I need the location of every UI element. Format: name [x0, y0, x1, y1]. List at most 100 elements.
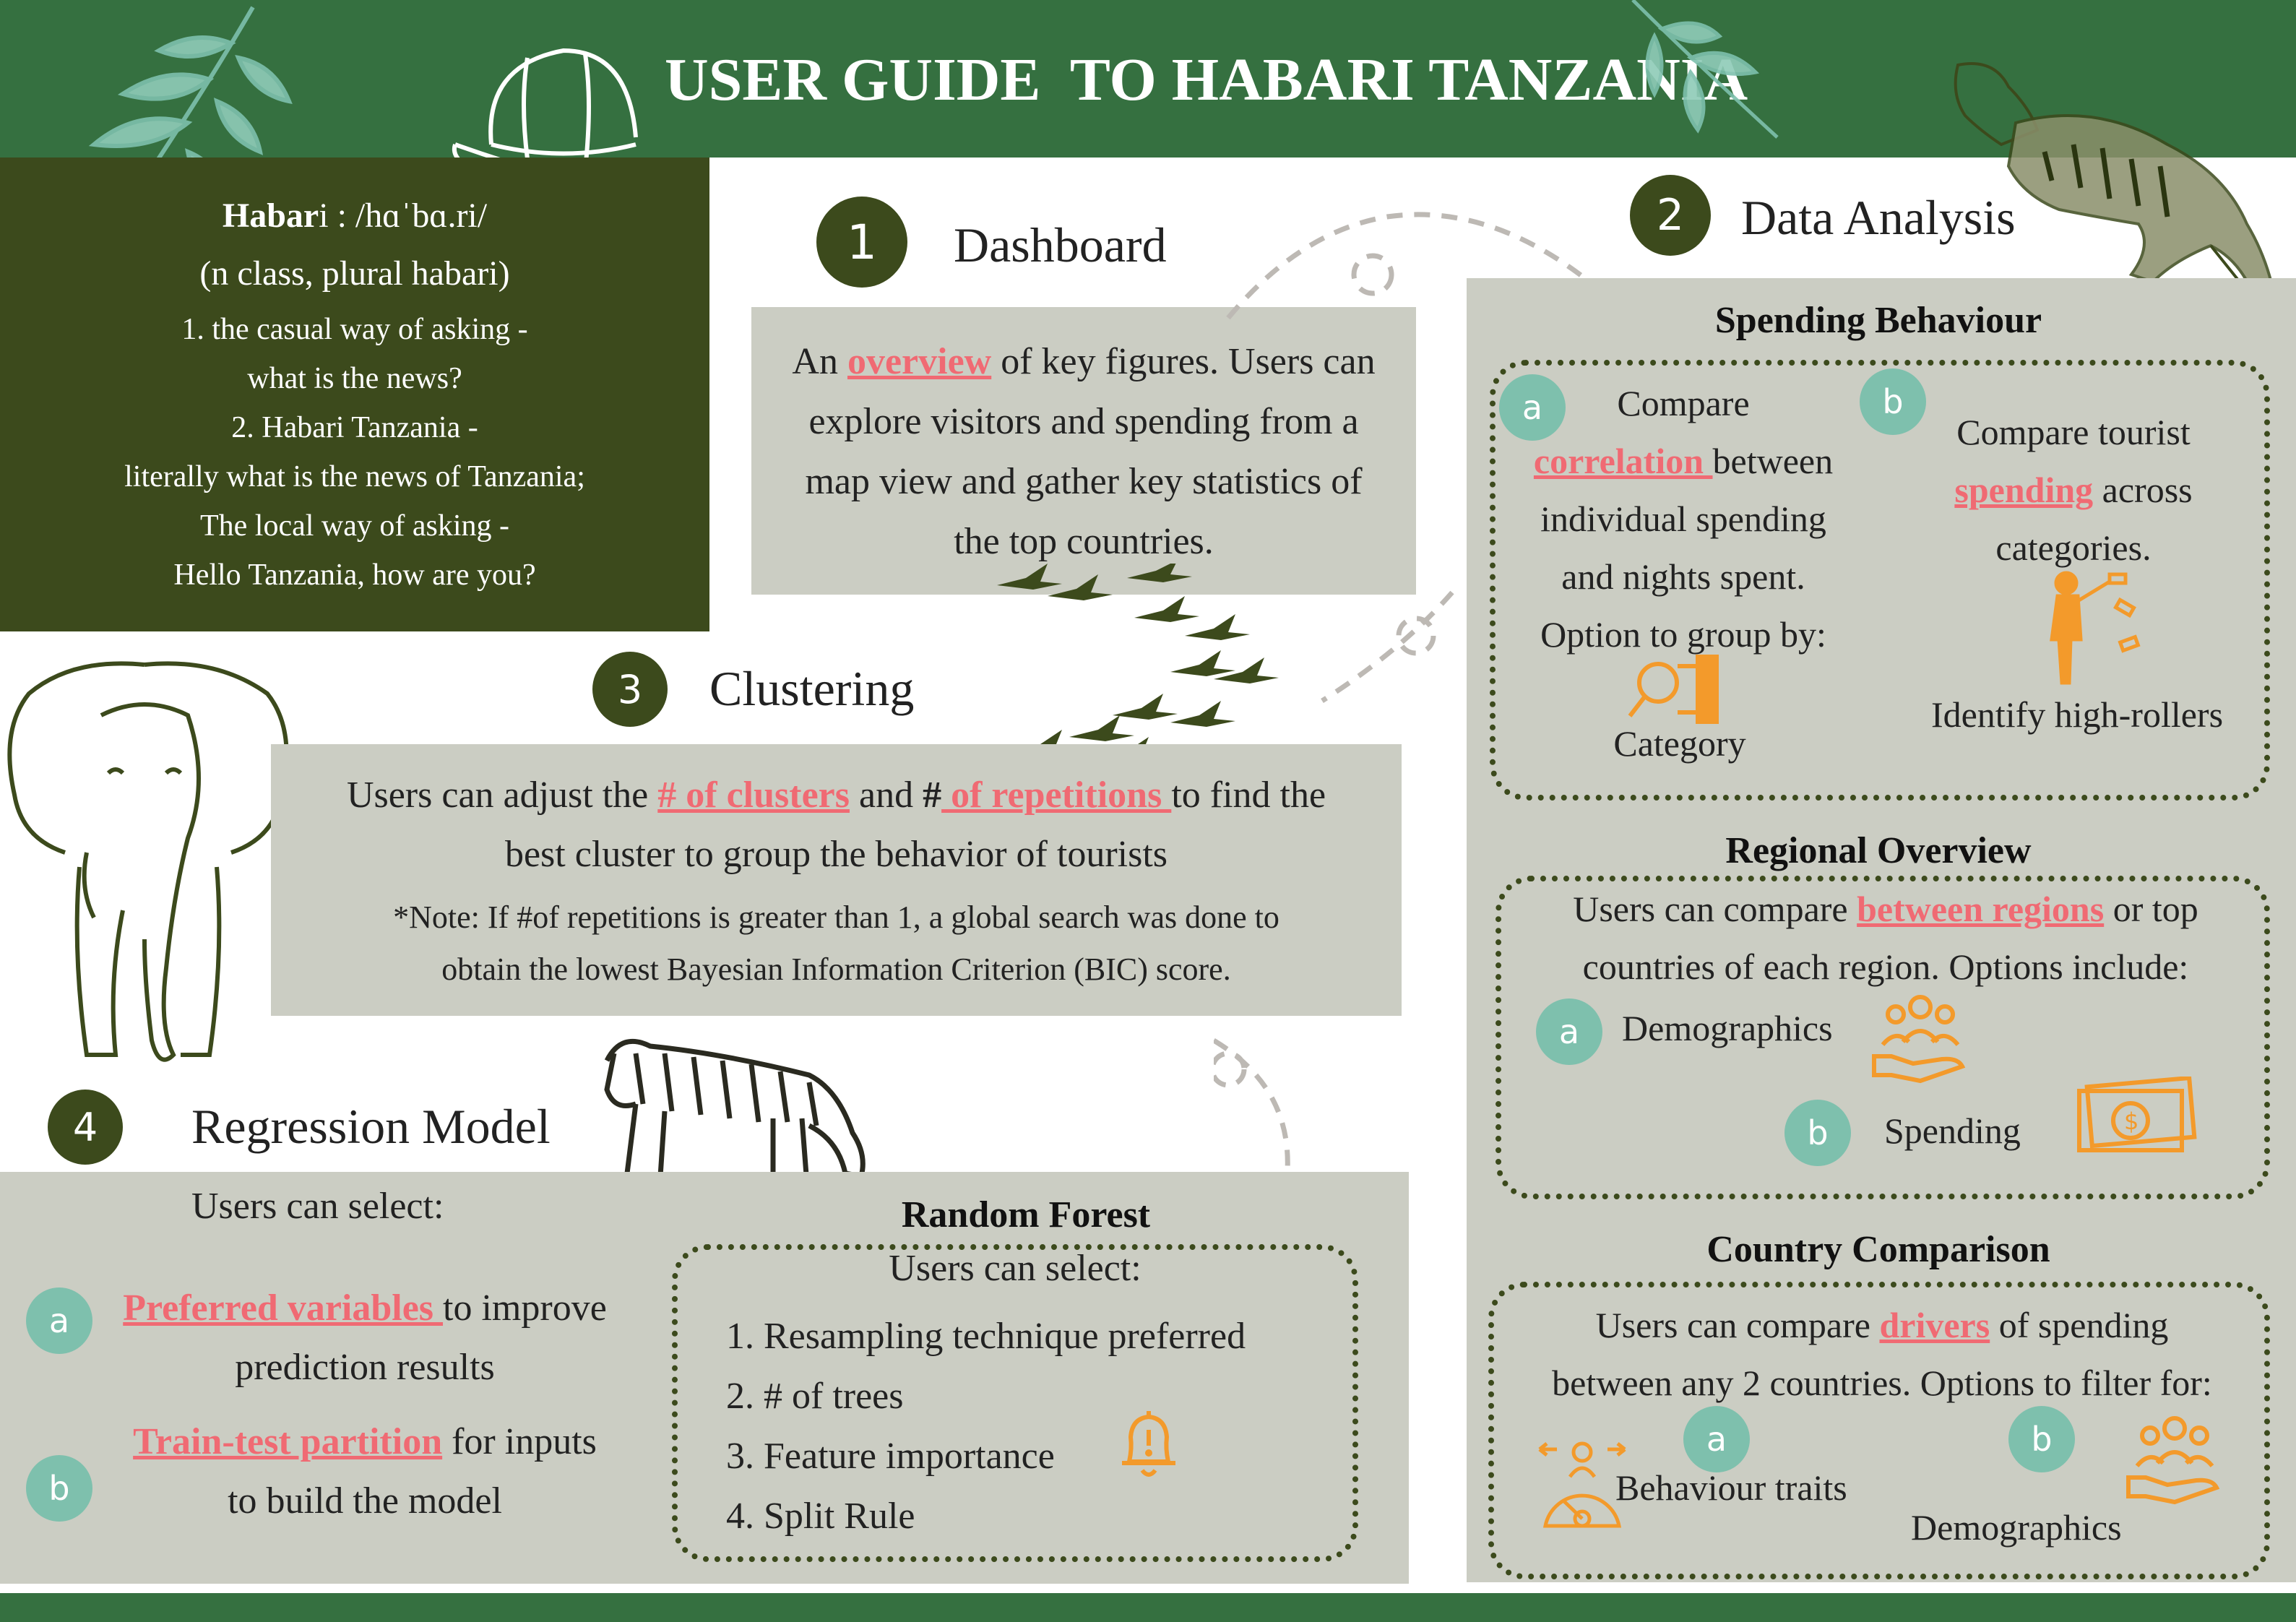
behaviour-traits-label: Behaviour traits	[1615, 1467, 1847, 1508]
regression-b-text: Train-test partition for inputs to build…	[98, 1412, 632, 1531]
country-demographics-label: Demographics	[1911, 1507, 2122, 1548]
spending-a-highlight: correlation	[1533, 441, 1713, 481]
clustering-line1-mid: and	[849, 775, 923, 816]
country-badge-b: b	[2008, 1406, 2075, 1472]
behaviour-traits-icon	[1538, 1441, 1626, 1528]
clustering-title: Clustering	[709, 661, 915, 716]
spending-a-line5: Option to group by:	[1540, 614, 1826, 655]
regression-b-post: for inputs	[442, 1421, 597, 1462]
regression-badge-b: b	[26, 1455, 92, 1522]
random-forest-item: 3. Feature importance	[726, 1436, 1055, 1477]
regression-badge-a: a	[26, 1287, 92, 1354]
country-comparison-title: Country Comparison	[1706, 1229, 2050, 1270]
high-rollers-label: Identify high-rollers	[1930, 694, 2224, 735]
random-forest-item: 4. Split Rule	[726, 1496, 915, 1537]
spending-badge-a: a	[1499, 374, 1566, 441]
data-analysis-panel	[1467, 278, 2296, 1582]
definition-line: 2. Habari Tanzania -	[231, 411, 478, 444]
regression-title: Regression Model	[191, 1099, 551, 1154]
random-forest-intro: Users can select:	[889, 1248, 1141, 1289]
clustering-line1-pre: Users can adjust the	[346, 775, 658, 816]
spending-badge-b: b	[1860, 368, 1926, 435]
country-line1-pre: Users can compare	[1595, 1305, 1880, 1345]
definition-line: literally what is the news of Tanzania;	[124, 460, 585, 493]
dashboard-title: Dashboard	[954, 217, 1167, 272]
demographics-hand-icon	[1872, 995, 1966, 1084]
section-number-4: 4	[48, 1090, 123, 1165]
section-number-3: 3	[592, 652, 668, 727]
high-roller-icon	[2050, 571, 2141, 685]
regression-a-post: to improve	[443, 1287, 607, 1329]
footer-bar	[0, 1593, 2296, 1622]
spending-a-line1: Compare	[1617, 383, 1750, 423]
definition-grammar: (n class, plural habari)	[199, 254, 510, 293]
spending-behaviour-title: Spending Behaviour	[1714, 300, 2042, 341]
data-analysis-title: Data Analysis	[1741, 190, 2016, 245]
regional-overview-title: Regional Overview	[1725, 830, 2032, 871]
regional-line1-pre: Users can compare	[1573, 889, 1857, 929]
random-forest-item: 1. Resampling technique preferred	[726, 1316, 1246, 1357]
country-badge-a: a	[1683, 1406, 1750, 1472]
regression-a-text: Preferred variables to improve predictio…	[98, 1279, 632, 1397]
spending-a-text: Compare correlation between individual s…	[1506, 374, 1860, 663]
country-line2: between any 2 countries. Options to filt…	[1552, 1363, 2212, 1403]
regional-line1-post: or top	[2104, 889, 2198, 929]
dashboard-panel: An overview of key figures. Users can ex…	[751, 307, 1416, 595]
dashboard-highlight: overview	[847, 341, 992, 382]
spending-a-line4: and nights spent.	[1561, 556, 1805, 597]
spending-b-line1: Compare tourist	[1956, 412, 2191, 452]
definition-line: 1. the casual way of asking -	[181, 313, 528, 346]
header-bar	[0, 0, 2296, 158]
country-line1-post: of spending	[1990, 1305, 2169, 1345]
country-demographics-icon	[2126, 1416, 2220, 1505]
elephant-icon	[7, 661, 289, 1062]
spending-a-line2: between	[1712, 441, 1834, 481]
regional-overview-box	[1496, 876, 2270, 1199]
regression-a-line2: prediction results	[235, 1347, 495, 1388]
regional-highlight: between regions	[1857, 889, 2105, 929]
svg-text:$: $	[2124, 1108, 2139, 1135]
train-test-highlight: Train-test partition	[133, 1421, 443, 1462]
country-highlight: drivers	[1879, 1305, 1990, 1345]
clustering-line1-post: to find the	[1171, 775, 1326, 816]
dashboard-text-pre: An	[792, 341, 847, 382]
country-comparison-box	[1488, 1282, 2270, 1579]
regional-badge-a: a	[1536, 998, 1602, 1065]
regional-badge-b: b	[1784, 1100, 1851, 1166]
spending-b-line2: across	[2093, 470, 2193, 510]
definition-pronunciation: : /hɑˈbɑ.ri/	[328, 197, 488, 235]
category-search-icon	[1628, 655, 1719, 724]
random-forest-title: Random Forest	[901, 1194, 1151, 1235]
random-forest-item: 2. # of trees	[726, 1376, 904, 1417]
definition-panel: Habari : /hɑˈbɑ.ri/ (n class, plural hab…	[0, 158, 709, 631]
section-number-2: 2	[1630, 175, 1711, 256]
definition-line: The local way of asking -	[199, 509, 510, 543]
spending-a-line3: individual spending	[1540, 499, 1826, 539]
regression-intro: Users can select:	[191, 1186, 444, 1227]
dashboard-text-post: of key figures. Users can explore visito…	[805, 341, 1376, 562]
regional-spending-label: Spending	[1884, 1110, 2021, 1151]
random-forest-box	[672, 1244, 1358, 1562]
regional-text: Users can compare between regions or top…	[1503, 880, 2269, 996]
page-title: USER GUIDE TO HABARI TANZANIA	[665, 46, 1748, 113]
category-label: Category	[1613, 723, 1746, 764]
regression-b-line2: to build the model	[228, 1480, 502, 1522]
spending-b-text: Compare tourist spending across categori…	[1893, 403, 2254, 577]
random-forest-list: 1. Resampling technique preferred 2. # o…	[726, 1306, 1246, 1546]
clustering-line2: best cluster to group the behavior of to…	[504, 834, 1168, 875]
repetitions-highlight: of repetitions	[941, 775, 1172, 816]
clustering-note2: obtain the lowest Bayesian Information C…	[441, 952, 1231, 987]
preferred-variables-highlight: Preferred variables	[123, 1287, 444, 1329]
palm-leaf-top-icon	[1631, 0, 1779, 139]
spending-b-line3: categories.	[1995, 527, 2152, 568]
bell-alert-icon	[1122, 1411, 1175, 1477]
regional-line2: countries of each region. Options includ…	[1582, 946, 2189, 987]
clustering-panel: Users can adjust the # of clusters and #…	[271, 744, 1402, 1016]
definition-line: Hello Tanzania, how are you?	[173, 558, 536, 592]
regression-panel	[0, 1172, 1409, 1584]
clusters-highlight: # of clusters	[657, 775, 850, 816]
definition-line: what is the news?	[247, 362, 462, 395]
definition-word-tail: i	[319, 197, 329, 235]
money-bill-icon: $	[2077, 1077, 2197, 1152]
clustering-hash: #	[923, 775, 942, 816]
